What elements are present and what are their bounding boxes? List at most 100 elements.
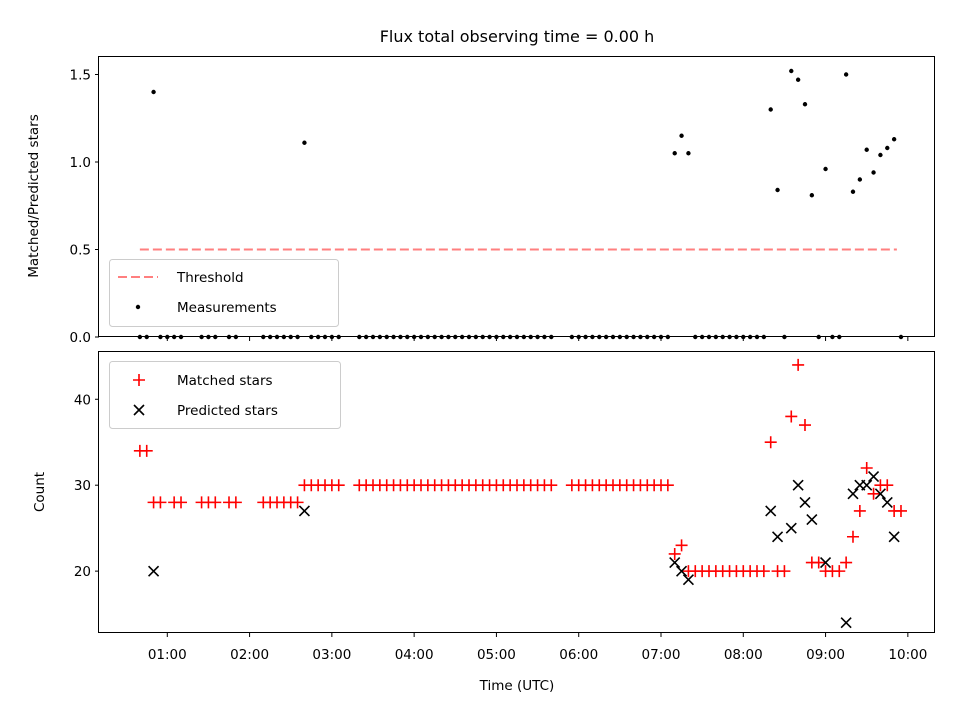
matched-stars-point <box>209 496 222 509</box>
predicted-stars-legend-label: Predicted stars <box>177 403 278 419</box>
predicted-stars-point <box>867 471 880 483</box>
count-y-tick-label: 40 <box>74 392 91 408</box>
measurement-point <box>686 151 691 156</box>
measurement-point <box>775 187 780 193</box>
ratio-y-ticks: 0.0 0.5 1.0 1.5 <box>70 68 99 346</box>
threshold-legend-label: Threshold <box>176 270 244 286</box>
matched-stars-point <box>894 504 907 517</box>
matched-stars-point <box>792 358 805 371</box>
matched-stars-legend-label: Matched stars <box>177 373 273 389</box>
ratio-x-ticks <box>166 337 909 341</box>
x-axis-label: Time (UTC) <box>479 678 555 694</box>
predicted-stars-point <box>819 556 832 569</box>
matched-stars-point <box>661 479 674 492</box>
x-tick-label: 06:00 <box>559 647 598 663</box>
matched-stars-point <box>860 462 873 475</box>
x-tick-label: 01:00 <box>148 647 187 663</box>
ratio-legend-box <box>109 259 339 327</box>
measurements-legend-label: Measurements <box>177 300 277 316</box>
measurement-point <box>871 170 876 175</box>
predicted-stars-point <box>881 496 893 508</box>
matched-stars-legend-swatch <box>133 374 145 386</box>
measurement-point <box>802 102 808 107</box>
x-tick-label: 07:00 <box>642 647 681 663</box>
count-panel: 20 30 40 01:00 02:00 03:00 04:00 05:00 06:00 07:… <box>32 351 935 694</box>
predicted-stars-point <box>806 514 818 526</box>
matched-stars-point <box>668 547 681 560</box>
ratio-legend: Threshold Measurements <box>109 259 339 327</box>
predicted-stars-point <box>669 556 681 569</box>
predicted-stars-point <box>847 488 859 500</box>
ratio-y-tick-label: 0.0 <box>70 330 91 346</box>
x-tick-label: 09:00 <box>806 647 845 663</box>
predicted-stars-point <box>785 522 797 534</box>
matched-stars-point <box>764 436 777 449</box>
predicted-stars-point <box>148 565 160 577</box>
measurement-point <box>843 72 849 77</box>
measurement-point <box>850 189 856 194</box>
x-tick-label: 08:00 <box>724 647 763 663</box>
count-y-tick-label: 20 <box>74 564 91 580</box>
count-x-ticks: 01:00 02:00 03:00 04:00 05:00 06:00 07:00 08:00… <box>148 633 927 663</box>
count-legend-box <box>109 361 341 429</box>
matched-stars-point <box>881 479 894 492</box>
measurement-point <box>672 151 677 156</box>
x-tick-label: 10:00 <box>888 647 927 663</box>
measurement-point <box>795 77 801 82</box>
x-tick-label: 03:00 <box>312 647 351 663</box>
predicted-stars-point <box>765 505 777 517</box>
ratio-axes-frame <box>98 56 935 337</box>
x-tick-label: 05:00 <box>477 647 516 663</box>
count-y-axis-label: Count <box>32 472 48 512</box>
matched-stars-point <box>140 444 153 457</box>
count-y-tick-label: 30 <box>74 478 91 494</box>
ratio-y-tick-label: 0.5 <box>70 243 91 259</box>
ratio-y-tick-label: 1.5 <box>70 68 91 84</box>
matched-stars-point <box>545 479 558 492</box>
x-tick-label: 02:00 <box>230 647 269 663</box>
matched-stars-point <box>757 565 770 578</box>
measurements-legend-swatch <box>135 304 141 310</box>
measurement-point <box>151 89 156 95</box>
predicted-stars-point <box>682 574 694 586</box>
measurement-point <box>823 166 828 172</box>
predicted-stars-point <box>861 479 873 491</box>
measurement-point <box>857 177 863 182</box>
measurement-point <box>885 145 890 151</box>
count-y-ticks: 20 30 40 <box>74 392 99 580</box>
chart-title: Flux total observing time = 0.00 h <box>380 27 655 46</box>
matched-stars-point <box>853 504 866 517</box>
predicted-stars-point <box>676 565 688 577</box>
measurement-point <box>891 137 897 142</box>
matched-stars-point <box>867 487 880 500</box>
predicted-stars-point <box>771 531 784 543</box>
predicted-stars-point <box>799 496 811 508</box>
measurement-point <box>809 193 815 198</box>
matched-stars-point <box>291 496 304 509</box>
matched-stars-point <box>833 565 846 578</box>
count-axes-frame <box>98 351 935 633</box>
predicted-stars-legend-swatch <box>133 404 145 416</box>
predicted-stars-point <box>888 531 900 543</box>
x-tick-label: 04:00 <box>395 647 434 663</box>
measurement-point <box>864 147 869 152</box>
measurement-point <box>679 133 684 138</box>
matched-stars-point <box>175 496 188 509</box>
matched-stars-point <box>229 496 242 509</box>
matched-stars-point <box>785 410 798 423</box>
predicted-stars-point <box>840 617 852 629</box>
count-legend: Matched stars Predicted stars <box>109 361 341 429</box>
matched-stars-point <box>812 556 825 569</box>
count-marks <box>133 358 907 629</box>
predicted-stars-point <box>792 479 804 491</box>
predicted-stars-point <box>874 488 886 500</box>
measurement-point <box>878 152 883 158</box>
matched-stars-point <box>332 479 345 492</box>
matched-stars-point <box>798 419 811 432</box>
measurement-point <box>768 107 773 112</box>
ratio-y-tick-label: 1.0 <box>70 155 91 171</box>
matched-stars-point <box>675 539 688 552</box>
ratio-panel: 0.0 0.5 1.0 1.5 Matched/Predicted stars Thr… <box>26 56 935 346</box>
matched-stars-point <box>778 565 791 578</box>
